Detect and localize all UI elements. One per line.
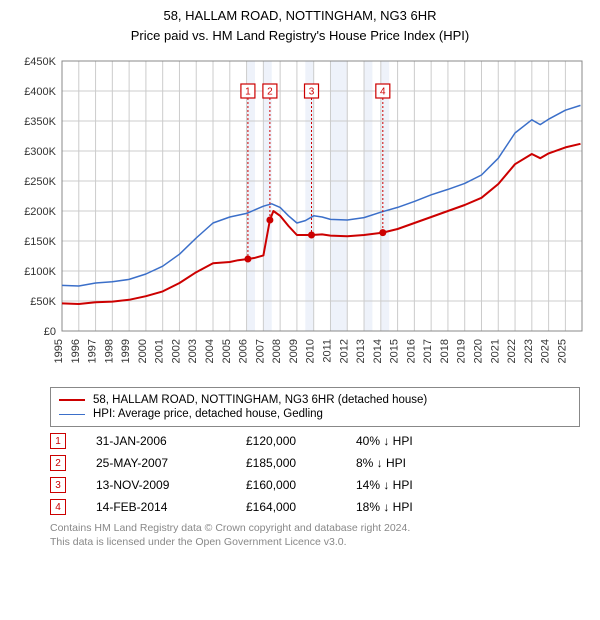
transaction-marker: 3 bbox=[50, 477, 66, 493]
transaction-date: 25-MAY-2007 bbox=[96, 456, 246, 470]
legend-label: 58, HALLAM ROAD, NOTTINGHAM, NG3 6HR (de… bbox=[93, 394, 427, 406]
transaction-row: 1 31-JAN-2006£120,00040% ↓ HPI bbox=[50, 433, 580, 449]
svg-text:£0: £0 bbox=[44, 326, 56, 338]
transaction-date: 31-JAN-2006 bbox=[96, 434, 246, 448]
transaction-row: 4 14-FEB-2014£164,00018% ↓ HPI bbox=[50, 499, 580, 515]
svg-text:3: 3 bbox=[309, 87, 315, 98]
legend-swatch bbox=[59, 414, 85, 415]
svg-text:2011: 2011 bbox=[321, 339, 333, 363]
svg-text:2015: 2015 bbox=[389, 339, 401, 363]
svg-text:2020: 2020 bbox=[472, 339, 484, 363]
svg-text:2014: 2014 bbox=[372, 339, 384, 363]
svg-text:4: 4 bbox=[380, 87, 386, 98]
svg-text:2003: 2003 bbox=[187, 339, 199, 363]
svg-text:2017: 2017 bbox=[422, 339, 434, 363]
chart-area: £0 £50K £100K £150K £200K £250K £300K £350K £400… bbox=[10, 51, 590, 381]
svg-text:2013: 2013 bbox=[355, 339, 367, 363]
transaction-price: £185,000 bbox=[246, 456, 356, 470]
svg-text:2022: 2022 bbox=[506, 339, 518, 363]
transaction-row: 2 25-MAY-2007£185,0008% ↓ HPI bbox=[50, 455, 580, 471]
svg-text:2002: 2002 bbox=[170, 339, 182, 363]
svg-text:£350K: £350K bbox=[24, 116, 56, 128]
svg-text:2019: 2019 bbox=[456, 339, 468, 363]
svg-text:2021: 2021 bbox=[489, 339, 501, 363]
transactions-table: 1 31-JAN-2006£120,00040% ↓ HPI 2 25-MAY-200… bbox=[50, 433, 580, 515]
transaction-price: £120,000 bbox=[246, 434, 356, 448]
transaction-marker: 2 bbox=[50, 455, 66, 471]
transaction-marker: 1 bbox=[50, 433, 66, 449]
svg-text:2006: 2006 bbox=[238, 339, 250, 363]
legend: 58, HALLAM ROAD, NOTTINGHAM, NG3 6HR (de… bbox=[50, 387, 580, 427]
transaction-diff: 18% ↓ HPI bbox=[356, 500, 466, 514]
svg-text:1998: 1998 bbox=[103, 339, 115, 363]
svg-text:1996: 1996 bbox=[70, 339, 82, 363]
svg-text:2024: 2024 bbox=[540, 339, 552, 363]
legend-item: HPI: Average price, detached house, Gedl… bbox=[59, 408, 571, 420]
svg-text:1: 1 bbox=[245, 87, 251, 98]
svg-text:2023: 2023 bbox=[523, 339, 535, 363]
transaction-diff: 14% ↓ HPI bbox=[356, 478, 466, 492]
transaction-date: 13-NOV-2009 bbox=[96, 478, 246, 492]
svg-text:2016: 2016 bbox=[405, 339, 417, 363]
title-line2: Price paid vs. HM Land Registry's House … bbox=[0, 26, 600, 46]
svg-text:2: 2 bbox=[267, 87, 273, 98]
svg-text:2004: 2004 bbox=[204, 339, 216, 363]
svg-text:£50K: £50K bbox=[30, 296, 56, 308]
svg-text:2005: 2005 bbox=[221, 339, 233, 363]
svg-text:2025: 2025 bbox=[556, 339, 568, 363]
legend-label: HPI: Average price, detached house, Gedl… bbox=[93, 408, 323, 420]
legend-item: 58, HALLAM ROAD, NOTTINGHAM, NG3 6HR (de… bbox=[59, 394, 571, 406]
svg-text:£450K: £450K bbox=[24, 56, 56, 68]
svg-text:1999: 1999 bbox=[120, 339, 132, 363]
footer-line1: Contains HM Land Registry data © Crown c… bbox=[50, 521, 580, 535]
price-chart: £0 £50K £100K £150K £200K £250K £300K £350K £400… bbox=[10, 51, 590, 381]
svg-text:£150K: £150K bbox=[24, 236, 56, 248]
svg-text:2001: 2001 bbox=[154, 339, 166, 363]
svg-text:2018: 2018 bbox=[439, 339, 451, 363]
transaction-diff: 40% ↓ HPI bbox=[356, 434, 466, 448]
svg-text:2007: 2007 bbox=[254, 339, 266, 363]
title-line1: 58, HALLAM ROAD, NOTTINGHAM, NG3 6HR bbox=[0, 6, 600, 26]
svg-text:2008: 2008 bbox=[271, 339, 283, 363]
svg-text:2009: 2009 bbox=[288, 339, 300, 363]
svg-text:2000: 2000 bbox=[137, 339, 149, 363]
footer-attribution: Contains HM Land Registry data © Crown c… bbox=[50, 521, 580, 549]
transaction-date: 14-FEB-2014 bbox=[96, 500, 246, 514]
svg-text:£100K: £100K bbox=[24, 266, 56, 278]
transaction-row: 3 13-NOV-2009£160,00014% ↓ HPI bbox=[50, 477, 580, 493]
svg-text:1995: 1995 bbox=[53, 339, 65, 363]
svg-text:2010: 2010 bbox=[305, 339, 317, 363]
svg-text:£250K: £250K bbox=[24, 176, 56, 188]
transaction-price: £160,000 bbox=[246, 478, 356, 492]
footer-line2: This data is licensed under the Open Gov… bbox=[50, 535, 580, 549]
transaction-price: £164,000 bbox=[246, 500, 356, 514]
svg-text:2012: 2012 bbox=[338, 339, 350, 363]
svg-text:1997: 1997 bbox=[87, 339, 99, 363]
legend-swatch bbox=[59, 399, 85, 401]
chart-title-block: 58, HALLAM ROAD, NOTTINGHAM, NG3 6HR Pri… bbox=[0, 6, 600, 45]
transaction-diff: 8% ↓ HPI bbox=[356, 456, 466, 470]
svg-text:£400K: £400K bbox=[24, 86, 56, 98]
svg-text:£200K: £200K bbox=[24, 206, 56, 218]
transaction-marker: 4 bbox=[50, 499, 66, 515]
svg-text:£300K: £300K bbox=[24, 146, 56, 158]
